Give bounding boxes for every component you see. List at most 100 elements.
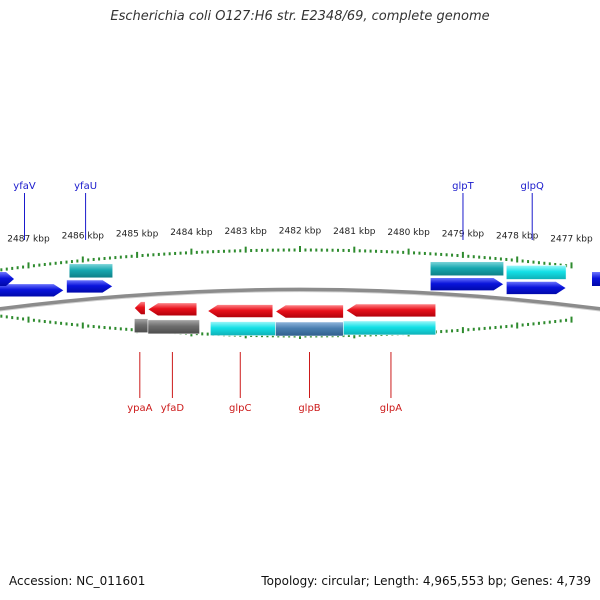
minor-tick-bottom	[54, 321, 57, 325]
gene-arrow-glpB	[275, 304, 344, 319]
minor-tick-bottom	[108, 326, 111, 330]
scale-label-2486: 2486 kbp	[62, 232, 105, 242]
minor-tick-top	[478, 255, 481, 259]
minor-tick-top	[375, 249, 378, 253]
gene-arrow-offscreen-left	[0, 272, 14, 286]
minor-tick-top	[342, 248, 345, 252]
minor-tick-top	[130, 254, 133, 258]
minor-tick-bottom	[554, 320, 557, 324]
gene-label-yfaV: yfaV	[13, 181, 36, 192]
minor-tick-top	[315, 248, 318, 252]
minor-tick-bottom	[60, 321, 63, 325]
minor-tick-top	[60, 261, 63, 265]
minor-tick-top	[32, 264, 35, 268]
major-tick-bottom	[81, 322, 84, 329]
minor-tick-top	[233, 249, 236, 253]
minor-tick-top	[11, 266, 14, 270]
minor-tick-top	[152, 253, 155, 257]
minor-tick-top	[364, 249, 367, 253]
minor-tick-top	[347, 249, 350, 253]
minor-tick-top	[222, 249, 225, 253]
minor-tick-top	[548, 262, 551, 266]
minor-tick-top	[217, 249, 220, 253]
minor-tick-top	[184, 251, 187, 255]
minor-tick-top	[483, 256, 486, 260]
minor-tick-top	[206, 250, 209, 254]
minor-tick-top	[445, 253, 448, 257]
minor-tick-top	[16, 266, 19, 270]
minor-tick-bottom	[347, 333, 350, 337]
scale-label-2484: 2484 kbp	[170, 228, 213, 238]
minor-tick-bottom	[103, 326, 106, 330]
glpB-steel-feature	[275, 321, 344, 337]
yfaU-teal-feature	[68, 263, 113, 279]
major-tick-bottom	[516, 322, 519, 329]
minor-tick-top	[119, 255, 122, 259]
minor-tick-top	[157, 252, 160, 256]
scale-label-2477: 2477 kbp	[550, 235, 593, 245]
scale-label-2483: 2483 kbp	[224, 227, 267, 237]
minor-tick-top	[271, 248, 274, 252]
gene-label-yfaD: yfaD	[161, 403, 185, 414]
minor-tick-top	[70, 260, 73, 264]
minor-tick-top	[255, 248, 258, 252]
minor-tick-top	[510, 258, 513, 262]
major-tick-top	[516, 256, 519, 263]
minor-tick-top	[396, 250, 399, 254]
minor-tick-top	[108, 256, 111, 260]
minor-tick-top	[125, 255, 128, 259]
minor-tick-top	[418, 251, 421, 255]
minor-tick-bottom	[559, 319, 562, 323]
major-tick-bottom	[353, 332, 356, 339]
minor-tick-bottom	[125, 327, 128, 331]
gene-arrow-offscreen-right	[592, 272, 600, 286]
minor-tick-top	[76, 259, 79, 263]
minor-tick-top	[38, 263, 41, 267]
minor-tick-top	[282, 248, 285, 252]
gene-label-glpT: glpT	[452, 181, 474, 192]
minor-tick-bottom	[5, 315, 8, 319]
minor-tick-top	[413, 251, 416, 255]
backbone-inner-highlight	[0, 291, 600, 312]
minor-tick-top	[304, 248, 307, 252]
yfaD-gray-feature	[147, 319, 200, 335]
major-tick-top	[244, 246, 247, 253]
minor-tick-bottom	[11, 316, 14, 320]
ypaA-gray-feature	[134, 318, 149, 333]
minor-tick-bottom	[543, 321, 546, 325]
minor-tick-bottom	[70, 322, 73, 326]
backbone-outer-line	[0, 287, 600, 312]
minor-tick-top	[423, 251, 426, 255]
minor-tick-top	[239, 249, 242, 253]
minor-tick-top	[467, 254, 470, 258]
minor-tick-bottom	[456, 328, 459, 332]
minor-tick-bottom	[494, 326, 497, 330]
minor-tick-top	[174, 251, 177, 255]
glpQ-cyan-feature	[506, 265, 567, 280]
minor-tick-top	[559, 263, 562, 267]
scale-label-2480: 2480 kbp	[387, 228, 430, 238]
minor-tick-top	[98, 257, 101, 261]
gene-label-yfaU: yfaU	[74, 181, 97, 192]
major-tick-top	[461, 251, 464, 258]
minor-tick-top	[228, 249, 231, 253]
major-tick-top	[27, 262, 30, 269]
minor-tick-bottom	[92, 325, 95, 329]
minor-tick-top	[168, 252, 171, 256]
minor-tick-bottom	[358, 333, 361, 337]
scale-label-2482: 2482 kbp	[279, 227, 322, 237]
minor-tick-bottom	[537, 321, 540, 325]
figure-title: Escherichia coli O127:H6 str. E2348/69, …	[110, 9, 490, 24]
minor-tick-bottom	[16, 316, 19, 320]
minor-tick-bottom	[472, 327, 475, 331]
minor-tick-top	[521, 259, 524, 263]
minor-tick-top	[472, 255, 475, 259]
minor-tick-bottom	[445, 329, 448, 333]
glpA-cyan-feature	[343, 320, 436, 336]
minor-tick-top	[369, 249, 372, 253]
minor-tick-top	[277, 248, 280, 252]
minor-tick-top	[201, 250, 204, 254]
minor-tick-top	[5, 267, 8, 271]
major-tick-top	[299, 246, 301, 252]
